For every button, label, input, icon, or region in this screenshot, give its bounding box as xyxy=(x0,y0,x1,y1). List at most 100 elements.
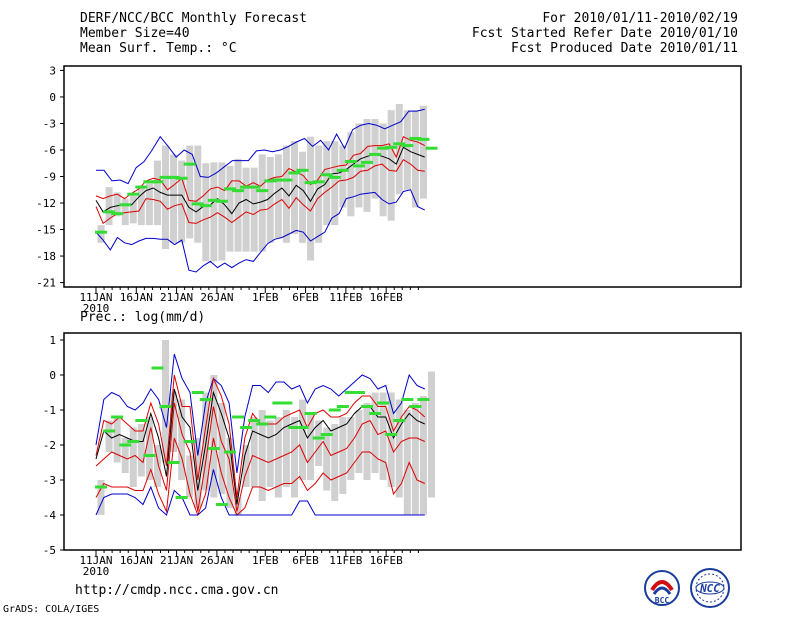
spread-box xyxy=(403,410,411,515)
ensemble-marker xyxy=(151,180,164,184)
y-tick-label: -1 xyxy=(43,404,56,417)
ensemble-marker xyxy=(336,168,349,172)
ensemble-marker xyxy=(280,178,293,182)
x-tick-label: 21JAN xyxy=(160,291,193,304)
ensemble-marker xyxy=(296,426,309,429)
ensemble-marker xyxy=(328,408,341,412)
ensemble-marker xyxy=(369,152,382,156)
ensemble-marker xyxy=(272,178,285,182)
spread-box xyxy=(363,119,371,212)
ensemble-marker xyxy=(344,159,357,163)
spread-box xyxy=(323,427,331,491)
ncc-logo-text: NCC xyxy=(699,582,720,595)
ensemble-marker xyxy=(191,391,204,394)
x-tick-label: 1FEB xyxy=(252,554,279,567)
x-year-label: 2010 xyxy=(83,302,110,315)
series-upper-line xyxy=(95,135,426,202)
produced-date: Fcst Produced Date 2010/01/11 xyxy=(511,41,738,56)
spread-box xyxy=(121,438,129,473)
ensemble-marker xyxy=(223,187,236,191)
ensemble-marker xyxy=(127,440,140,443)
ensemble-marker xyxy=(401,144,414,148)
spread-box xyxy=(113,417,121,463)
ensemble-marker xyxy=(111,212,124,216)
spread-box xyxy=(170,392,178,452)
ensemble-marker xyxy=(272,401,285,405)
ensemble-marker xyxy=(199,204,212,208)
x-tick-label: 16FEB xyxy=(370,291,403,304)
spread-box xyxy=(299,151,307,243)
y-tick-label: -18 xyxy=(36,250,56,263)
ensemble-marker xyxy=(232,415,245,419)
ensemble-marker xyxy=(135,419,148,422)
logos: BCC NCC xyxy=(644,568,730,608)
spread-box xyxy=(274,154,282,239)
ensemble-marker xyxy=(215,199,228,203)
source-url[interactable]: http://cmdp.ncc.cma.gov.cn xyxy=(75,583,279,598)
spread-box xyxy=(258,154,266,252)
spread-box xyxy=(242,167,250,252)
spread-box xyxy=(178,399,186,480)
y-tick-label: -2 xyxy=(43,439,56,452)
spread-box xyxy=(347,417,355,480)
spread-box xyxy=(395,399,403,498)
ensemble-marker xyxy=(199,398,212,401)
ensemble-marker xyxy=(304,412,317,415)
spread-box xyxy=(226,165,234,252)
spread-box xyxy=(266,420,274,487)
spread-box xyxy=(315,420,323,466)
ensemble-marker xyxy=(369,412,382,415)
ensemble-marker xyxy=(393,419,406,422)
started-date: Fcst Started Refer Date 2010/01/10 xyxy=(471,26,738,41)
spread-box xyxy=(242,445,250,487)
spread-box xyxy=(347,132,355,217)
ensemble-marker xyxy=(288,426,301,429)
x-tick-label: 16JAN xyxy=(120,291,153,304)
spread-box xyxy=(170,154,178,243)
spread-box xyxy=(363,403,371,480)
spread-box xyxy=(153,445,161,487)
ensemble-marker xyxy=(95,485,108,489)
y-tick-label: -6 xyxy=(43,144,56,157)
ensemble-marker xyxy=(312,180,325,184)
series-min-line xyxy=(95,469,425,516)
ensemble-marker xyxy=(95,230,108,234)
x-tick-label: 26JAN xyxy=(200,291,233,304)
spread-box xyxy=(371,119,379,199)
grads-credit: GrADS: COLA/IGES xyxy=(3,604,100,615)
spread-box xyxy=(145,183,153,226)
ensemble-marker xyxy=(167,461,180,464)
x-tick-label: 6FEB xyxy=(292,291,319,304)
spread-box xyxy=(218,403,226,494)
spread-box xyxy=(153,160,161,226)
spread-box xyxy=(105,187,113,226)
ensemble-marker xyxy=(183,162,196,166)
ensemble-marker xyxy=(135,185,148,189)
spread-box xyxy=(411,110,419,208)
ensemble-marker xyxy=(232,189,245,193)
ensemble-marker xyxy=(417,137,430,141)
y-tick-label: -3 xyxy=(43,117,56,130)
ensemble-marker xyxy=(103,210,116,214)
ensemble-marker xyxy=(127,192,140,196)
y-tick-label: 1 xyxy=(49,334,56,347)
ensemble-marker xyxy=(377,146,390,150)
ensemble-marker xyxy=(377,401,390,405)
ensemble-marker xyxy=(296,168,309,172)
series-max-line xyxy=(95,353,426,474)
spread-box xyxy=(202,163,210,262)
ensemble-marker xyxy=(175,176,188,180)
spread-box xyxy=(97,225,105,243)
ensemble-marker xyxy=(312,436,325,440)
y-tick-label: 0 xyxy=(49,91,56,104)
ensemble-marker xyxy=(425,146,438,150)
y-tick-label: 0 xyxy=(49,369,56,382)
spread-box xyxy=(339,417,347,494)
y-tick-label: 3 xyxy=(49,64,56,77)
spread-box xyxy=(379,123,387,217)
ensemble-marker xyxy=(175,496,188,499)
spread-box xyxy=(307,413,315,480)
x-tick-label: 26JAN xyxy=(200,554,233,567)
variable-label: Mean Surf. Temp.: °C xyxy=(80,41,237,56)
